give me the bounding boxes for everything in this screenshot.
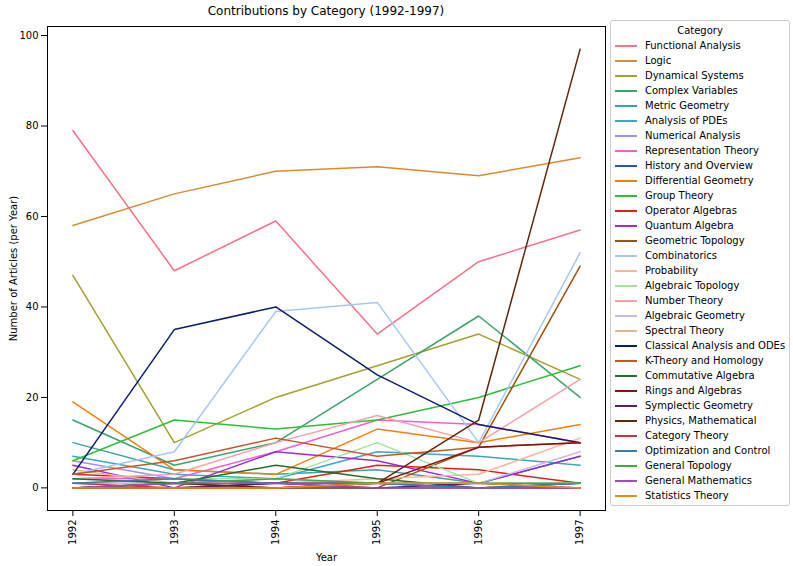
html-text:Differential Geometry: Differential Geometry <box>645 175 754 186</box>
html-text:Symplectic Geometry: Symplectic Geometry <box>645 400 753 411</box>
svg-text:0: 0 <box>32 482 38 493</box>
html-text:Category: Category <box>677 25 723 36</box>
svg-text:1994: 1994 <box>270 520 281 545</box>
html-text:Classical Analysis and ODEs: Classical Analysis and ODEs <box>645 340 786 351</box>
html-text:Optimization and Control: Optimization and Control <box>645 445 771 456</box>
html-text:General Topology: General Topology <box>645 460 732 471</box>
svg-text:1995: 1995 <box>371 520 382 545</box>
html-text:Numerical Analysis: Numerical Analysis <box>645 130 741 141</box>
html-text:Analysis of PDEs: Analysis of PDEs <box>645 115 728 126</box>
html-text:Geometric Topology: Geometric Topology <box>645 235 745 246</box>
html-text:Algebraic Topology: Algebraic Topology <box>645 280 740 291</box>
html-text:K-Theory and Homology: K-Theory and Homology <box>645 355 764 366</box>
svg-text:80: 80 <box>26 120 39 131</box>
html-text:Group Theory: Group Theory <box>645 190 714 201</box>
html-text:Number Theory: Number Theory <box>645 295 724 306</box>
html-text:Spectral Theory: Spectral Theory <box>645 325 725 336</box>
html-text:Category Theory: Category Theory <box>645 430 729 441</box>
html-text:Statistics Theory: Statistics Theory <box>645 490 729 501</box>
html-text:Physics, Mathematical: Physics, Mathematical <box>645 415 757 426</box>
svg-text:40: 40 <box>26 301 39 312</box>
html-text:Operator Algebras: Operator Algebras <box>645 205 737 216</box>
svg-text:1992: 1992 <box>67 520 78 545</box>
html-text:Combinatorics: Combinatorics <box>645 250 718 261</box>
html-text:Quantum Algebra: Quantum Algebra <box>645 220 734 231</box>
html-text:Contributions by Category (199: Contributions by Category (1992-1997) <box>207 4 445 18</box>
svg-text:20: 20 <box>26 392 39 403</box>
html-text:Metric Geometry: Metric Geometry <box>645 100 730 111</box>
svg-text:1997: 1997 <box>574 520 585 545</box>
html-text:Logic: Logic <box>645 55 672 66</box>
svg-text:1993: 1993 <box>169 520 180 545</box>
svg-text:100: 100 <box>19 30 38 41</box>
svg-text:60: 60 <box>26 211 39 222</box>
html-text:Rings and Algebras: Rings and Algebras <box>645 385 742 396</box>
svg-text:Number of Articles (per Year): Number of Articles (per Year) <box>8 196 19 341</box>
html-text:Complex Variables: Complex Variables <box>645 85 738 96</box>
html-text:Commutative Algebra: Commutative Algebra <box>645 370 755 381</box>
svg-text:Year: Year <box>315 552 338 563</box>
html-text:Probability: Probability <box>645 265 698 276</box>
html-text:Algebraic Geometry: Algebraic Geometry <box>645 310 745 321</box>
html-text:Representation Theory: Representation Theory <box>645 145 759 156</box>
svg-text:1996: 1996 <box>473 520 484 545</box>
html-text:History and Overview: History and Overview <box>645 160 753 171</box>
html-text:Dynamical Systems: Dynamical Systems <box>645 70 744 81</box>
html-text:General Mathematics: General Mathematics <box>645 475 752 486</box>
html-text:Functional Analysis: Functional Analysis <box>645 40 741 51</box>
